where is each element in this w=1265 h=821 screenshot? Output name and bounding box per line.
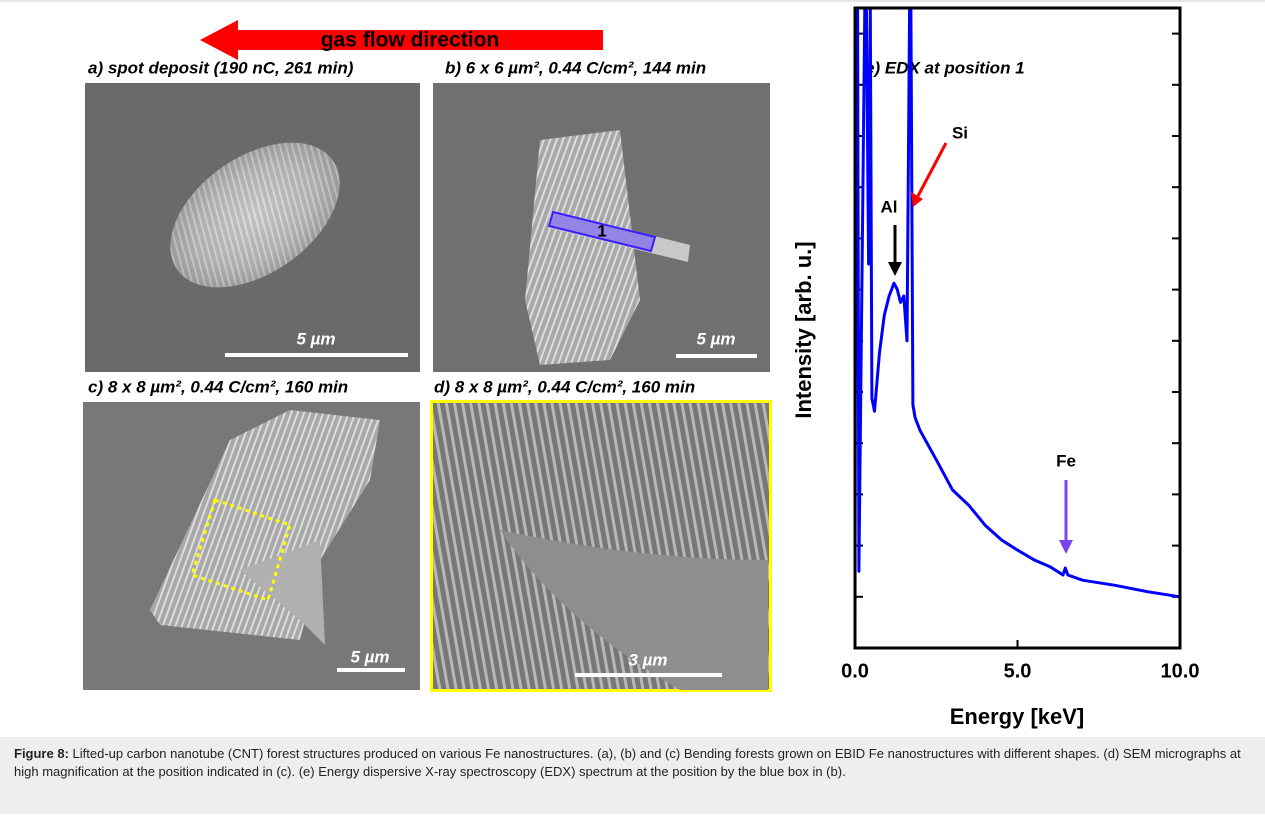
panel-title: a) spot deposit (190 nC, 261 min) — [88, 58, 354, 77]
plot: 0.0 5.0 10.0 — [841, 8, 1199, 682]
annotation-arrow — [918, 143, 946, 196]
annotation: Al — [881, 197, 898, 216]
annotation-arrow-head — [911, 192, 923, 207]
page: gas flow direction a) spot deposit (190 … — [0, 0, 1265, 821]
y-axis-label: Intensity [arb. u.] — [791, 241, 816, 418]
spectrum-line — [855, 8, 1180, 616]
scale-label: 5 µm — [696, 329, 735, 348]
scale-label: 3 µm — [628, 650, 667, 669]
x-tick-label: 5.0 — [1004, 660, 1032, 682]
caption: Figure 8: Lifted-up carbon nanotube (CNT… — [0, 737, 1265, 814]
annotation-arrow-head — [1059, 540, 1073, 554]
scale-label: 5 µm — [350, 647, 389, 666]
caption-text: Lifted-up carbon nanotube (CNT) forest s… — [14, 746, 1241, 779]
x-tick-label: 10.0 — [1161, 660, 1200, 682]
plot-frame — [855, 8, 1180, 648]
scale-label: 5 µm — [296, 329, 335, 348]
caption-label: Figure 8: — [14, 746, 69, 761]
annotation-arrow-head — [888, 262, 902, 276]
x-tick-label: 0.0 — [841, 660, 869, 682]
annotation: Fe — [1056, 451, 1076, 470]
x-axis-label: Energy [keV] — [950, 704, 1085, 729]
chart-title: e) EDX at position 1 — [865, 58, 1025, 77]
panel-title: b) 6 x 6 µm², 0.44 C/cm², 144 min — [445, 58, 706, 77]
cnt-forest — [525, 130, 640, 365]
position-label: 1 — [597, 221, 606, 240]
flow-label: gas flow direction — [321, 29, 500, 52]
figure: gas flow direction a) spot deposit (190 … — [0, 0, 1265, 737]
annotation: Si — [952, 123, 968, 142]
panel-title: c) 8 x 8 µm², 0.44 C/cm², 160 min — [88, 377, 348, 396]
panel-title: d) 8 x 8 µm², 0.44 C/cm², 160 min — [434, 377, 695, 396]
